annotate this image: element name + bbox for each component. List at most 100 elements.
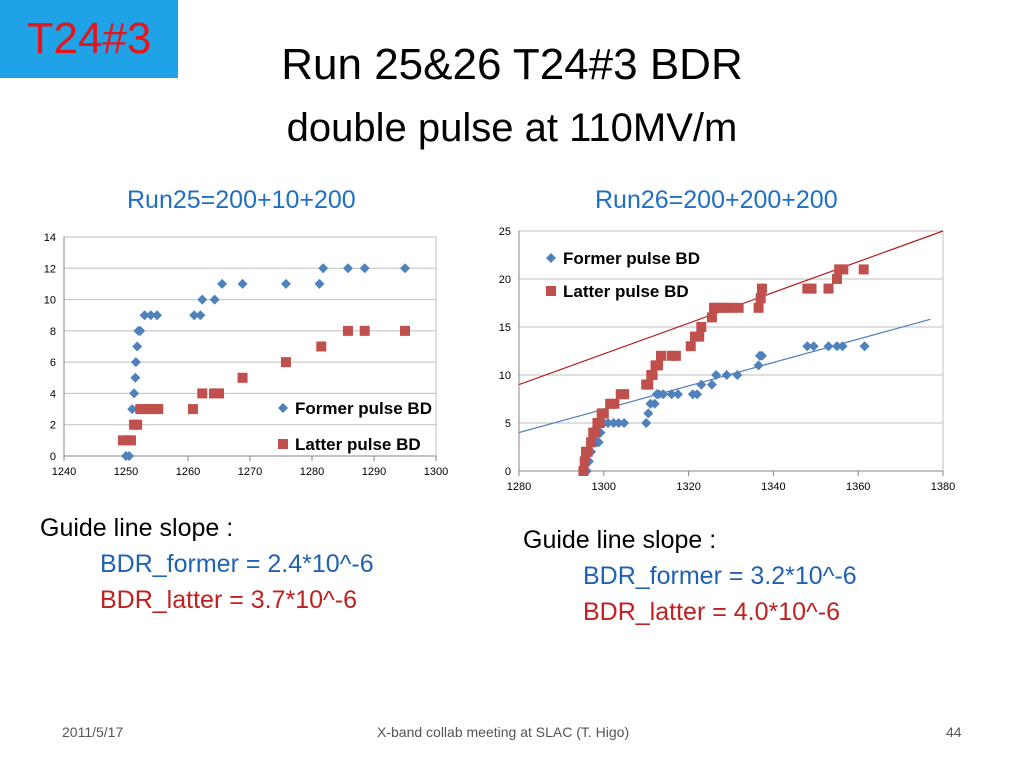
latter-point: [214, 388, 224, 399]
former-point: [127, 404, 138, 415]
latter-point: [723, 302, 734, 313]
former-point: [823, 341, 834, 352]
y-tick-label: 0: [50, 451, 56, 463]
latter-point: [858, 264, 869, 275]
former-point: [753, 360, 764, 371]
latter-point: [685, 341, 696, 352]
latter-point: [153, 404, 164, 415]
guide-run25-latter: BDR_latter = 3.7*10^-6: [100, 586, 358, 614]
former-point: [195, 310, 206, 321]
former-point: [152, 310, 162, 321]
latter-point: [586, 437, 597, 448]
legend-latter-label: Latter pulse BD: [295, 435, 421, 454]
former-point: [280, 278, 291, 289]
latter-point: [670, 350, 681, 361]
latter-point: [643, 379, 654, 390]
former-point: [217, 278, 228, 289]
latter-point: [400, 325, 410, 336]
legend-latter-marker: [278, 439, 288, 449]
latter-point: [619, 389, 630, 400]
y-tick-label: 2: [50, 420, 56, 432]
latter-point: [696, 322, 707, 332]
y-tick-label: 12: [44, 263, 56, 275]
latter-point: [280, 357, 291, 368]
former-point: [139, 310, 150, 321]
latter-point: [579, 456, 590, 467]
former-point: [692, 389, 703, 400]
latter-point: [125, 435, 136, 446]
latter-point: [237, 372, 248, 383]
former-point: [124, 451, 135, 461]
legend-former-label: Former pulse BD: [563, 249, 700, 268]
latter-point: [653, 360, 664, 371]
legend-former-marker: [278, 403, 288, 413]
y-tick-label: 10: [499, 370, 511, 382]
latter-point: [598, 408, 609, 419]
former-point: [400, 263, 410, 274]
former-point: [130, 372, 141, 383]
chart1-title: Run25=200+10+200: [127, 186, 356, 214]
guide-run25: Guide line slope : BDR_former = 2.4*10^-…: [40, 510, 374, 618]
former-point: [132, 341, 143, 352]
former-point: [318, 263, 329, 274]
former-point: [808, 341, 819, 352]
former-point: [832, 341, 842, 352]
x-tick-label: 1320: [676, 481, 700, 493]
x-tick-label: 1240: [52, 466, 76, 478]
guide-run26-heading: Guide line slope :: [523, 526, 717, 554]
slide-title: Run 25&26 T24#3 BDR: [281, 40, 743, 89]
former-point: [756, 350, 767, 361]
latter-point: [733, 302, 744, 313]
chart2-title: Run26=200+200+200: [595, 186, 838, 214]
latter-point: [578, 466, 589, 476]
latter-point: [823, 283, 834, 294]
slide-tag: T24#3: [0, 0, 178, 78]
latter-point: [132, 419, 143, 430]
x-tick-label: 1290: [362, 466, 386, 478]
former-point: [673, 389, 683, 400]
latter-point: [755, 293, 766, 304]
x-tick-label: 1270: [238, 466, 262, 478]
former-point: [696, 379, 707, 390]
legend-former-label: Former pulse BD: [295, 399, 432, 418]
x-tick-label: 1280: [300, 466, 324, 478]
former-point: [859, 341, 870, 352]
former-point: [802, 341, 813, 352]
latter-point: [197, 388, 208, 399]
latter-point: [594, 418, 605, 428]
x-tick-label: 1380: [931, 481, 955, 493]
former-point: [593, 437, 604, 448]
latter-point: [609, 398, 620, 409]
former-point: [649, 398, 660, 409]
latter-point: [187, 404, 198, 415]
y-tick-label: 10: [44, 295, 56, 307]
x-tick-label: 1300: [424, 466, 448, 478]
former-point: [209, 294, 220, 305]
footer-event: X-band collab meeting at SLAC (T. Higo): [377, 724, 630, 740]
guide-run25-former: BDR_former = 2.4*10^-6: [100, 550, 374, 578]
former-point: [837, 341, 848, 352]
latter-point: [582, 446, 593, 457]
legend-former-marker: [546, 253, 556, 263]
former-point: [619, 418, 630, 428]
y-tick-label: 4: [50, 388, 56, 400]
y-tick-label: 20: [499, 274, 511, 286]
x-tick-label: 1280: [507, 481, 531, 493]
former-point: [721, 370, 732, 380]
latter-point: [838, 264, 849, 275]
former-point: [189, 310, 200, 321]
guide-run26-latter: BDR_latter = 4.0*10^-6: [583, 598, 841, 626]
y-tick-label: 14: [44, 232, 56, 244]
y-tick-label: 8: [50, 326, 56, 338]
latter-point: [806, 283, 817, 294]
former-point: [608, 418, 619, 428]
footer-date: 2011/5/17: [62, 724, 124, 740]
x-tick-label: 1260: [176, 466, 200, 478]
former-point: [359, 263, 370, 274]
former-point: [130, 357, 141, 368]
slide-subtitle: double pulse at 110MV/m: [286, 106, 738, 150]
guide-run26-former: BDR_former = 3.2*10^-6: [583, 562, 857, 590]
former-point: [666, 389, 677, 400]
